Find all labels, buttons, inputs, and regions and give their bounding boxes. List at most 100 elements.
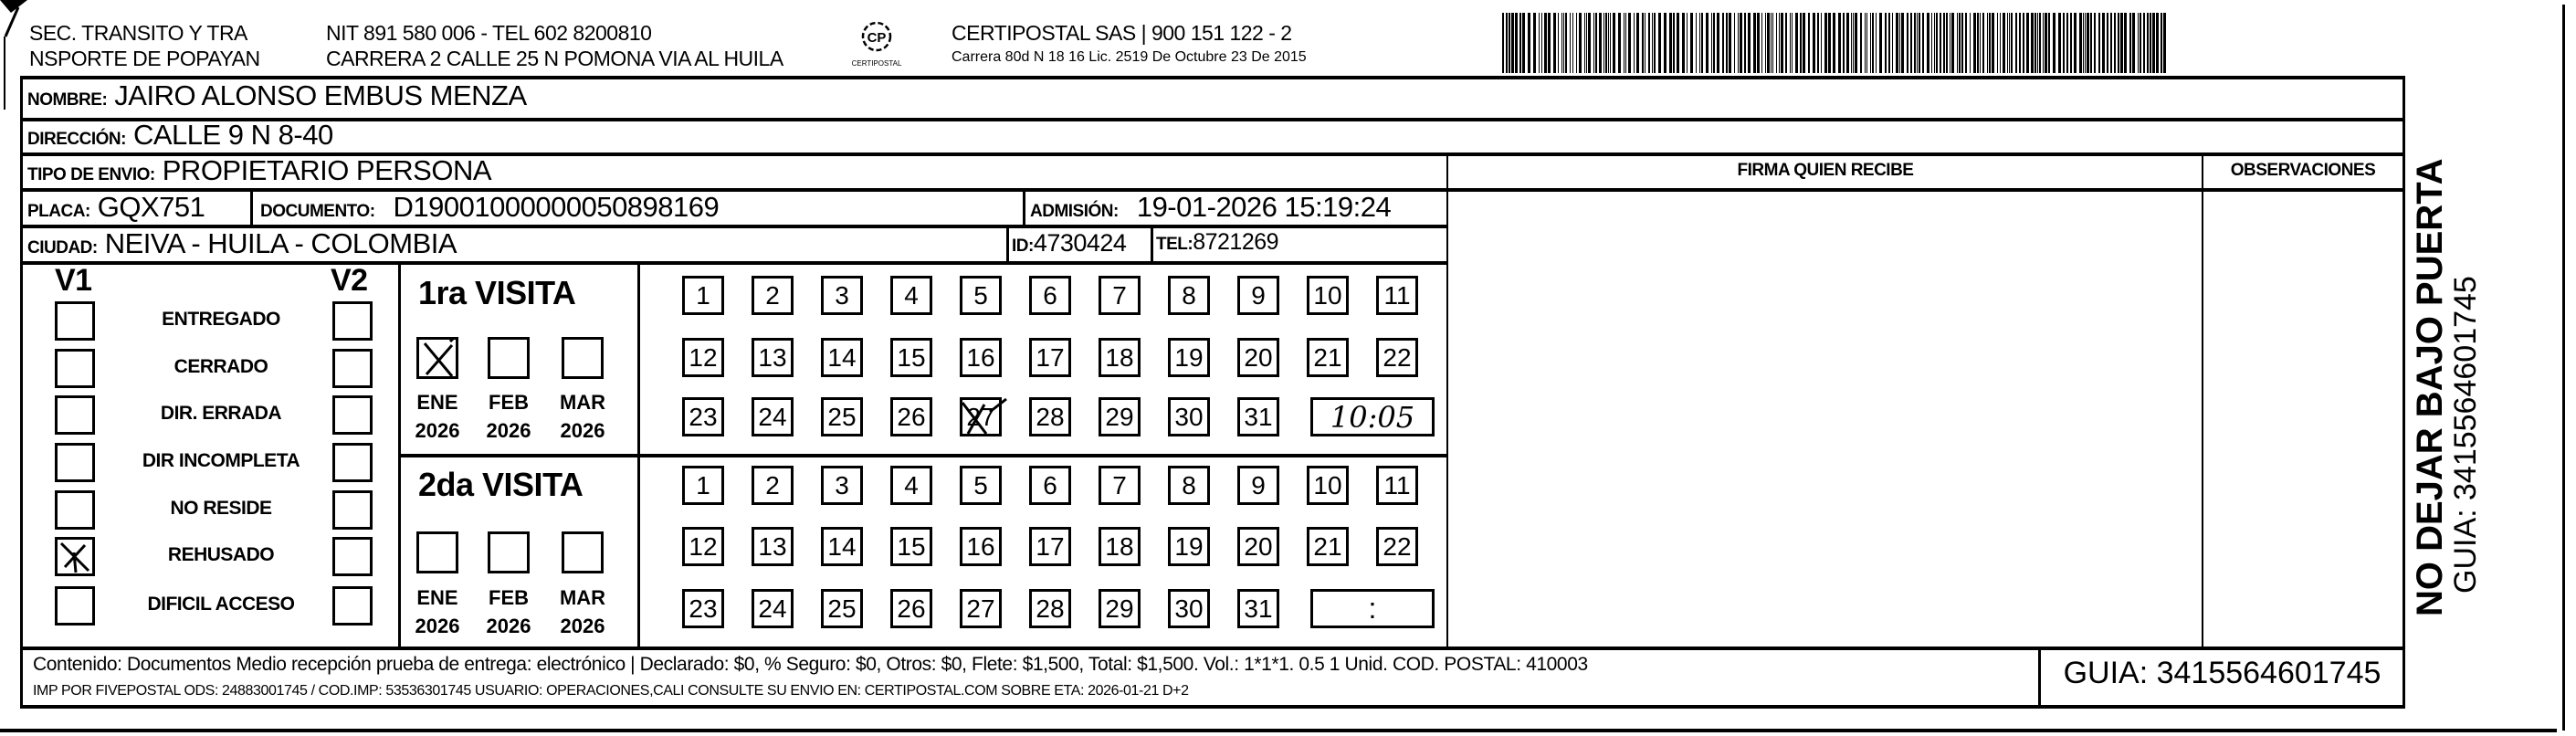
barcode-bar <box>1781 13 1783 73</box>
day-box[interactable]: 12 <box>682 338 724 377</box>
day-box[interactable]: 31 <box>1237 397 1279 436</box>
v2-checkbox[interactable] <box>332 537 373 576</box>
day-box[interactable]: 12 <box>682 527 724 566</box>
day-box[interactable]: 23 <box>682 589 724 628</box>
admision-value: 19-01-2026 15:19:24 <box>1136 191 1392 223</box>
day-box[interactable]: 29 <box>1099 397 1141 436</box>
time-box[interactable]: : <box>1310 589 1435 628</box>
v1-checkbox[interactable] <box>55 349 95 388</box>
day-box[interactable]: 11 <box>1376 276 1418 315</box>
day-box[interactable]: 18 <box>1099 338 1141 377</box>
day-box[interactable]: 8 <box>1168 276 1210 315</box>
day-box[interactable]: 10 <box>1307 276 1349 315</box>
day-box[interactable]: 13 <box>752 338 794 377</box>
day-box[interactable]: 4 <box>890 466 932 505</box>
day-box[interactable]: 19 <box>1168 338 1210 377</box>
day-box[interactable]: 11 <box>1376 466 1418 505</box>
firma-area[interactable] <box>1450 192 2201 645</box>
v1-checkbox[interactable] <box>55 537 95 576</box>
day-box[interactable]: 24 <box>752 589 794 628</box>
day-box[interactable]: 21 <box>1307 338 1349 377</box>
barcode-bar <box>2163 13 2166 73</box>
day-box[interactable]: 2 <box>752 276 794 315</box>
day-box[interactable]: 26 <box>890 589 932 628</box>
barcode-bar <box>1813 13 1815 73</box>
v1-checkbox[interactable] <box>55 443 95 482</box>
month-checkbox[interactable] <box>488 337 530 379</box>
day-box[interactable]: 22 <box>1376 338 1418 377</box>
v2-checkbox[interactable] <box>332 490 373 530</box>
day-box[interactable]: 8 <box>1168 466 1210 505</box>
day-box[interactable]: 13 <box>752 527 794 566</box>
day-box[interactable]: 25 <box>821 589 863 628</box>
barcode-bar <box>1808 13 1810 73</box>
day-box[interactable]: 17 <box>1029 338 1071 377</box>
day-box[interactable]: 27 <box>960 397 1008 436</box>
day-box[interactable]: 14 <box>821 527 863 566</box>
day-box[interactable]: 27 <box>960 589 1002 628</box>
barcode-bar <box>1940 13 1941 73</box>
v1-checkbox[interactable] <box>55 301 95 341</box>
status-label: NO RESIDE <box>170 498 272 519</box>
time-box[interactable]: 10:05 <box>1310 397 1435 436</box>
day-box[interactable]: 29 <box>1099 589 1141 628</box>
day-box[interactable]: 2 <box>752 466 794 505</box>
v2-checkbox[interactable] <box>332 301 373 341</box>
day-box[interactable]: 5 <box>960 466 1002 505</box>
day-box[interactable]: 6 <box>1029 466 1071 505</box>
day-box[interactable]: 26 <box>890 397 932 436</box>
v1-checkbox[interactable] <box>55 490 95 530</box>
barcode-bar <box>1584 13 1585 73</box>
day-box[interactable]: 31 <box>1237 589 1279 628</box>
day-box[interactable]: 10 <box>1307 466 1349 505</box>
month-checkbox[interactable] <box>562 531 604 573</box>
month-checkbox[interactable] <box>562 337 604 379</box>
day-box[interactable]: 23 <box>682 397 724 436</box>
v1-checkbox[interactable] <box>55 395 95 435</box>
day-box[interactable]: 4 <box>890 276 932 315</box>
day-box[interactable]: 30 <box>1168 589 1210 628</box>
day-box[interactable]: 16 <box>960 338 1002 377</box>
v2-checkbox[interactable] <box>332 349 373 388</box>
day-box[interactable]: 9 <box>1237 466 1279 505</box>
day-box[interactable]: 20 <box>1237 527 1279 566</box>
v2-checkbox[interactable] <box>332 443 373 482</box>
day-box[interactable]: 25 <box>821 397 863 436</box>
day-box[interactable]: 18 <box>1099 527 1141 566</box>
day-box[interactable]: 9 <box>1237 276 1279 315</box>
day-box[interactable]: 3 <box>821 276 863 315</box>
observaciones-area[interactable] <box>2205 192 2401 645</box>
day-box[interactable]: 7 <box>1099 276 1141 315</box>
day-box[interactable]: 1 <box>682 276 724 315</box>
day-box[interactable]: 28 <box>1029 397 1071 436</box>
v2-checkbox[interactable] <box>332 395 373 435</box>
month-checkbox[interactable] <box>416 327 465 379</box>
month-checkbox[interactable] <box>416 531 458 573</box>
day-box[interactable]: 20 <box>1237 338 1279 377</box>
day-box[interactable]: 3 <box>821 466 863 505</box>
day-box[interactable]: 5 <box>960 276 1002 315</box>
day-box[interactable]: 21 <box>1307 527 1349 566</box>
day-box[interactable]: 14 <box>821 338 863 377</box>
barcode-bar <box>2094 13 2096 73</box>
day-box[interactable]: 7 <box>1099 466 1141 505</box>
v2-checkbox[interactable] <box>332 586 373 626</box>
day-box[interactable]: 16 <box>960 527 1002 566</box>
day-box[interactable]: 17 <box>1029 527 1071 566</box>
barcode-bar <box>1636 13 1639 73</box>
status-label: DIR. ERRADA <box>160 403 282 424</box>
barcode-bar <box>2035 13 2036 73</box>
day-box[interactable]: 15 <box>890 527 932 566</box>
day-box[interactable]: 24 <box>752 397 794 436</box>
day-box[interactable]: 19 <box>1168 527 1210 566</box>
barcode-bar <box>2098 13 2100 73</box>
month-checkbox[interactable] <box>488 531 530 573</box>
v1-checkbox[interactable] <box>55 586 95 626</box>
barcode-bar <box>1803 13 1805 73</box>
day-box[interactable]: 15 <box>890 338 932 377</box>
day-box[interactable]: 1 <box>682 466 724 505</box>
day-box[interactable]: 30 <box>1168 397 1210 436</box>
day-box[interactable]: 6 <box>1029 276 1071 315</box>
day-box[interactable]: 22 <box>1376 527 1418 566</box>
day-box[interactable]: 28 <box>1029 589 1071 628</box>
